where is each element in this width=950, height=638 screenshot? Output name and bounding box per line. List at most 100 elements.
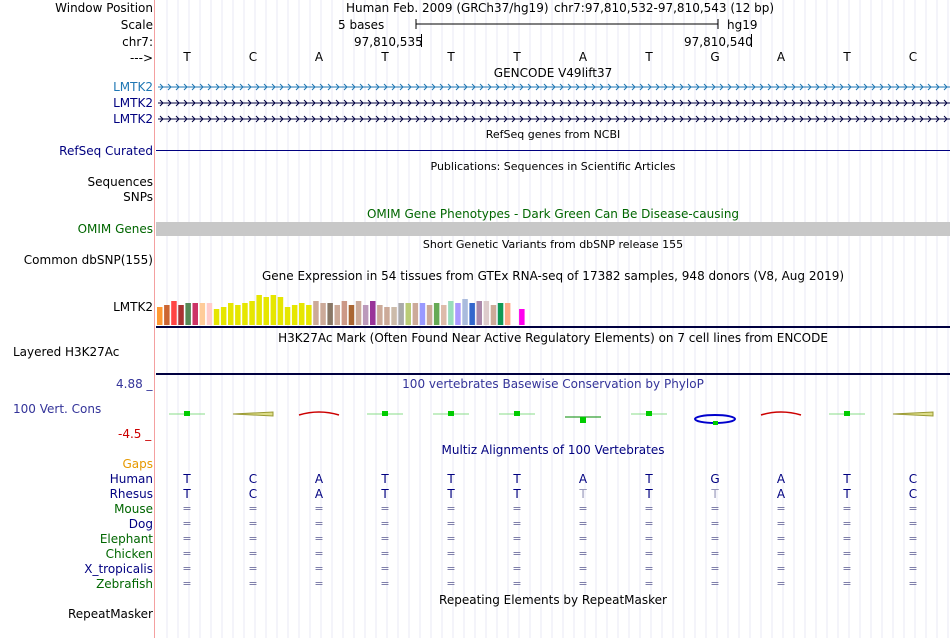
dbsnp-label[interactable]: Common dbSNP(155) [23, 253, 153, 267]
strand-arrow [671, 83, 676, 91]
strand-arrow [775, 99, 780, 107]
strand-arrow [223, 115, 228, 123]
strand-arrow [207, 115, 212, 123]
strand-arrow [295, 115, 300, 123]
strand-arrow [639, 83, 644, 91]
strand-arrow [815, 115, 820, 123]
gencode-label-1[interactable]: LMTK2 [113, 80, 153, 94]
strand-arrow [855, 99, 860, 107]
strand-arrow [727, 99, 732, 107]
base-7[interactable]: A [578, 50, 588, 64]
species-label[interactable]: X_tropicalis [84, 562, 153, 576]
strand-arrow [239, 115, 244, 123]
strand-arrow [943, 99, 948, 107]
strand-arrow [799, 83, 804, 91]
species-label[interactable]: Zebrafish [96, 577, 153, 591]
strand-arrow [543, 83, 548, 91]
strand-arrow [711, 83, 716, 91]
aligned-match: = [908, 502, 918, 515]
omim-gene-bar[interactable] [156, 222, 950, 236]
strand-arrow [391, 99, 396, 107]
gtex-tissue-bar [164, 305, 170, 325]
base-2[interactable]: C [248, 50, 258, 64]
aligned-match: = [512, 547, 522, 560]
aligned-match: = [908, 577, 918, 590]
strand-arrow [407, 115, 412, 123]
publications-label-sequences[interactable]: Sequences [87, 175, 153, 189]
strand-arrow [599, 83, 604, 91]
strand-arrow [551, 83, 556, 91]
strand-arrow [503, 99, 508, 107]
base-6[interactable]: T [513, 50, 521, 64]
strand-arrow [183, 83, 188, 91]
aligned-match: = [182, 502, 192, 515]
base-9[interactable]: G [710, 50, 720, 64]
aligned-match: = [248, 532, 258, 545]
strand-arrow [263, 83, 268, 91]
rhesus-base: T [447, 487, 455, 501]
strand-arrow [487, 99, 492, 107]
gencode-label-2[interactable]: LMTK2 [113, 96, 153, 110]
strand-arrow [791, 99, 796, 107]
strand-arrow [775, 115, 780, 123]
aligned-match: = [710, 562, 720, 575]
strand-arrow [263, 99, 268, 107]
base-8[interactable]: T [645, 50, 653, 64]
base-5[interactable]: T [447, 50, 455, 64]
aligned-match: = [644, 532, 654, 545]
aligned-match: = [314, 547, 324, 560]
multiz-gaps-label[interactable]: Gaps [122, 457, 153, 471]
species-label[interactable]: Dog [128, 517, 153, 531]
strand-arrow [239, 83, 244, 91]
species-label[interactable]: Chicken [105, 547, 153, 561]
gencode-transcripts[interactable] [156, 80, 950, 128]
strand-arrow [287, 99, 292, 107]
base-12[interactable]: C [908, 50, 918, 64]
species-label[interactable]: Human [109, 472, 153, 486]
strand-arrow [375, 115, 380, 123]
base-11[interactable]: T [843, 50, 851, 64]
strand-arrow [607, 99, 612, 107]
strand-arrow [711, 115, 716, 123]
strand-arrow [887, 83, 892, 91]
base-10[interactable]: A [776, 50, 786, 64]
strand-arrow [367, 115, 372, 123]
gtex-tissue-bar [490, 305, 497, 325]
gtex-tissue-bar [405, 303, 411, 325]
scale-text: 5 bases [338, 18, 385, 32]
strand-arrow [615, 115, 620, 123]
refseq-label[interactable]: RefSeq Curated [59, 144, 153, 158]
strand-arrow [359, 99, 364, 107]
human-base: T [381, 472, 389, 486]
strand-arrow [935, 115, 940, 123]
gtex-tissue-bar [476, 301, 482, 325]
phylop-plot[interactable] [156, 400, 950, 430]
omim-label[interactable]: OMIM Genes [77, 222, 153, 236]
gtex-tissue-bar [362, 305, 369, 325]
strand-arrow [471, 99, 476, 107]
gencode-label-3[interactable]: LMTK2 [113, 112, 153, 126]
strand-arrow [647, 83, 652, 91]
gtex-tissue-bar [348, 305, 355, 325]
strand-arrow [159, 83, 164, 91]
strand-arrow [319, 115, 324, 123]
strand-arrow [879, 83, 884, 91]
phylop-label[interactable]: 100 Vert. Cons [13, 402, 102, 416]
strand-arrow [935, 99, 940, 107]
base-4[interactable]: T [381, 50, 389, 64]
strand-arrow [647, 99, 652, 107]
repeatmasker-label[interactable]: RepeatMasker [67, 607, 153, 621]
base-3[interactable]: A [314, 50, 324, 64]
base-1[interactable]: T [183, 50, 191, 64]
strand-arrow [479, 99, 484, 107]
species-label[interactable]: Mouse [114, 502, 153, 516]
gtex-label[interactable]: LMTK2 [113, 300, 153, 314]
gtex-bars[interactable] [156, 284, 950, 329]
h3k27ac-label[interactable]: Layered H3K27Ac [13, 345, 120, 359]
strand-arrow [271, 115, 276, 123]
refseq-transcript-line[interactable] [156, 150, 950, 151]
species-label[interactable]: Rhesus [109, 487, 153, 501]
species-label[interactable]: Elephant [99, 532, 153, 546]
publications-label-snps[interactable]: SNPs [123, 190, 153, 204]
strand-arrow [423, 99, 428, 107]
